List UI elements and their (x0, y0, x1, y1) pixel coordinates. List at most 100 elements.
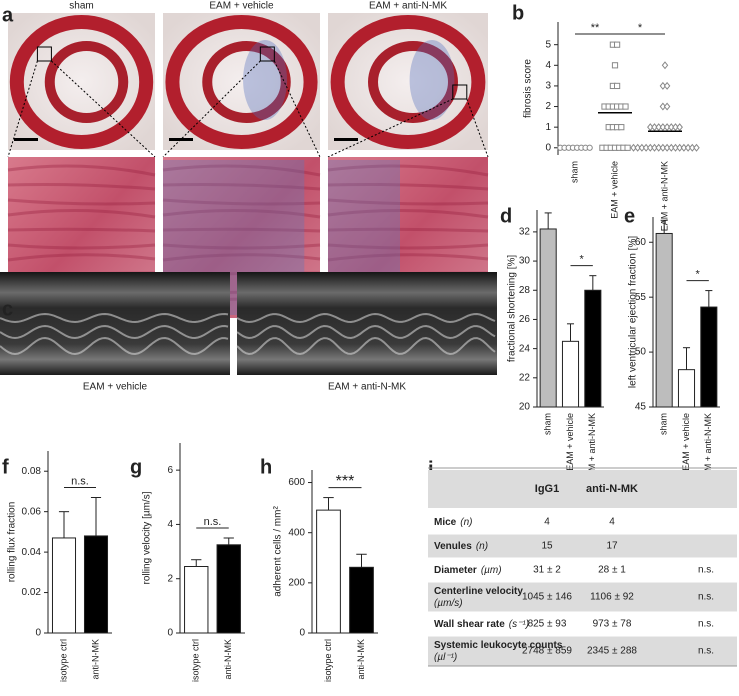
cell-value: 2345 ± 288 (587, 646, 637, 657)
point (663, 102, 671, 111)
y-tick-label: 0.02 (22, 587, 42, 598)
point (689, 143, 696, 152)
septum (202, 41, 291, 123)
cell-value: 31 ± 2 (533, 565, 561, 576)
scale-bar (169, 138, 193, 141)
image-caption: sham (69, 1, 93, 12)
y-tick-label: 28 (519, 285, 531, 296)
y-tick-label: 0.06 (22, 506, 42, 517)
panel-label: e (624, 205, 635, 227)
point (651, 143, 658, 152)
echo-wave (0, 324, 229, 340)
fiber (7, 227, 156, 233)
row-label: Wall shear rate (s⁻¹) (434, 619, 529, 630)
cell-value: 2748 ± 859 (522, 646, 572, 657)
y-tick-label: 30 (519, 256, 531, 267)
panel-label: f (2, 456, 9, 478)
cell-value: 4 (544, 517, 550, 528)
heart-wall (9, 15, 154, 149)
cell-value: 973 ± 78 (593, 619, 632, 630)
point (668, 143, 675, 152)
x-tick-label: anti-N-MK (223, 639, 233, 680)
x-tick-label: EAM + vehicle (609, 161, 619, 219)
zoom-line (7, 60, 38, 158)
significance-label: n.s. (204, 516, 222, 528)
y-tick-label: 200 (288, 577, 305, 588)
x-tick-label: EAM + vehicle (681, 413, 691, 471)
y-tick-label: 0.04 (22, 547, 42, 558)
point (634, 143, 641, 152)
echo-wave (236, 324, 496, 340)
y-tick-label: 24 (519, 343, 531, 354)
fibrosis (243, 40, 288, 120)
y-tick-label: 0.08 (22, 466, 42, 477)
point (672, 143, 679, 152)
panel-label: b (512, 2, 524, 24)
cell-significance: n.s. (698, 619, 714, 630)
significance-label: n.s. (71, 475, 89, 487)
fiber (162, 253, 321, 262)
row-label: Mice (n) (434, 517, 472, 528)
y-tick-label: 2 (167, 573, 173, 584)
point (651, 123, 658, 132)
bar (677, 369, 696, 408)
significance-label: *** (336, 473, 355, 490)
point (693, 143, 700, 152)
panel-label: h (260, 456, 272, 478)
table-row-bg (428, 636, 737, 666)
point (672, 123, 679, 132)
x-tick-label: sham (659, 413, 669, 435)
septum (44, 41, 129, 123)
table-header (428, 470, 737, 508)
image-caption: EAM + vehicle (209, 1, 274, 12)
row-label: Systemic leukocyte counts (µl⁻¹) (434, 640, 563, 663)
overview-image (328, 13, 488, 150)
y-tick-label: 45 (635, 402, 647, 413)
zoom-box (259, 46, 275, 62)
column-header: anti-N-MK (586, 483, 638, 495)
y-axis-label: fibrosis score (523, 59, 534, 118)
x-tick-label: anti-N-MK (356, 639, 366, 680)
fiber (7, 253, 156, 262)
zoom-box (452, 84, 468, 100)
heart-wall (330, 15, 486, 149)
y-axis-label: adherent cells / mm² (273, 506, 284, 597)
bar (655, 232, 673, 408)
y-tick-label: 0 (35, 628, 41, 639)
panel-label: i (428, 458, 434, 480)
fiber (327, 253, 489, 262)
point (663, 143, 671, 152)
x-tick-label: isotype ctrl (191, 639, 201, 682)
significance-label: * (638, 22, 643, 34)
scale-bar (14, 138, 38, 141)
x-tick-label: anti-N-MK (90, 639, 100, 680)
bar (184, 566, 209, 634)
fiber (327, 198, 489, 206)
point (655, 123, 662, 132)
fiber (7, 198, 156, 206)
row-label-name: Mice (434, 517, 457, 528)
y-tick-label: 1 (545, 122, 551, 133)
row-label: Centerline velocity (µm/s) (434, 586, 523, 609)
cell-value: 28 ± 1 (598, 565, 626, 576)
x-tick-label: EAM + anti-N-MK (703, 413, 713, 483)
scale-bar (334, 138, 358, 141)
fiber (162, 164, 321, 177)
y-tick-label: 0 (299, 628, 305, 639)
zoom-line (273, 60, 321, 158)
panel-label: g (130, 456, 142, 478)
point (659, 143, 667, 152)
point (622, 103, 629, 110)
image-caption: EAM + vehicle (83, 382, 148, 393)
row-label-unit: (µm/s) (434, 598, 463, 609)
cell-value: 825 ± 93 (528, 619, 567, 630)
y-tick-label: 400 (288, 527, 305, 538)
y-tick-label: 3 (545, 81, 551, 92)
fiber (162, 183, 321, 191)
point (642, 143, 650, 152)
panel-label: c (2, 298, 13, 320)
y-tick-label: 4 (545, 60, 551, 71)
y-tick-label: 4 (167, 519, 173, 530)
point (676, 123, 683, 132)
